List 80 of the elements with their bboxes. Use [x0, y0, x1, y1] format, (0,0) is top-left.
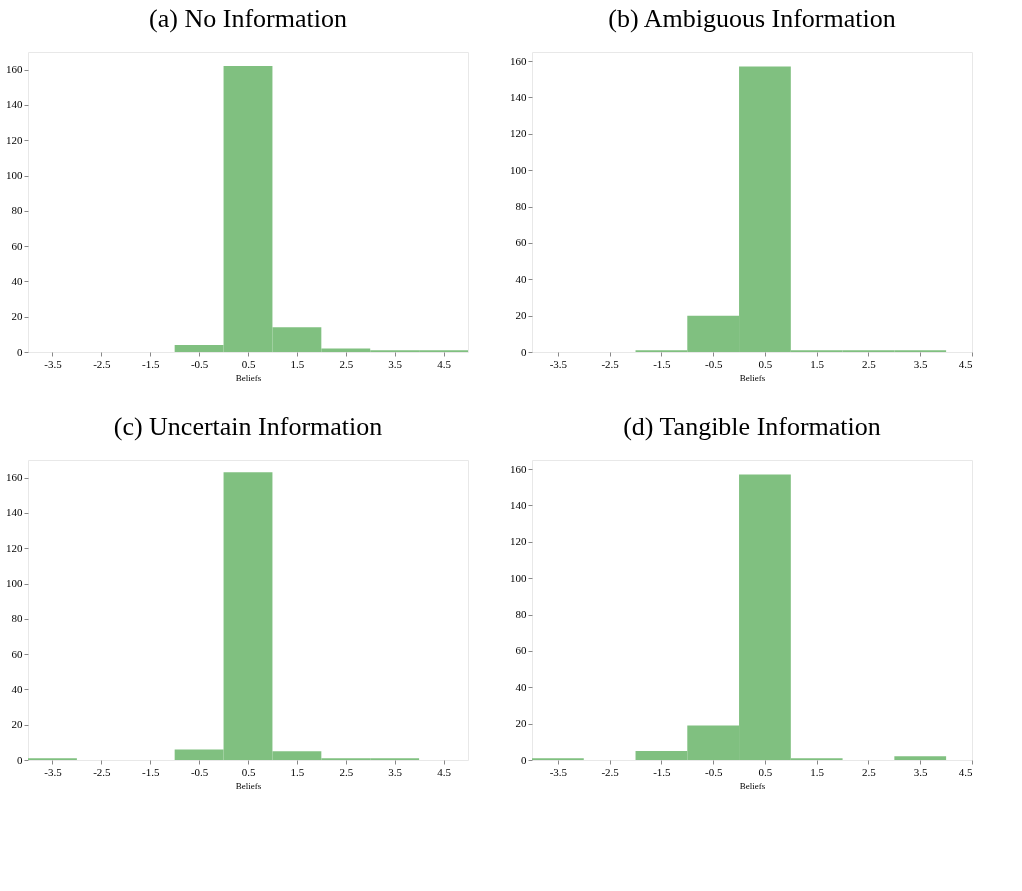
y-tick-label: 160: [510, 462, 527, 475]
x-tick-label: -0.5: [704, 357, 723, 370]
x-tick-label: 3.5: [913, 357, 929, 370]
y-tick-label: 140: [510, 498, 527, 511]
y-tick-label: 160: [6, 63, 23, 76]
y-tick-label: 40: [515, 680, 527, 693]
x-tick-label: -1.5: [653, 765, 672, 778]
y-tick-label: 60: [515, 644, 527, 657]
y-tick-label: 80: [515, 200, 527, 213]
y-tick-label: 20: [515, 309, 527, 322]
y-tick-label: 100: [510, 163, 527, 176]
x-axis-title: Beliefs: [739, 372, 766, 383]
x-tick-label: 0.5: [758, 765, 773, 778]
x-tick-label: 4.5: [958, 357, 973, 370]
x-axis-title: Beliefs: [739, 780, 766, 791]
x-tick-label: -3.5: [44, 357, 63, 370]
x-tick-label: 0.5: [758, 357, 773, 370]
x-tick-label: 3.5: [388, 357, 403, 370]
x-tick-label: -2.5: [601, 357, 620, 370]
y-tick-label: 80: [11, 204, 23, 217]
x-tick-label: 0.5: [241, 765, 256, 778]
y-tick-label: 140: [6, 506, 23, 519]
x-tick-label: 1.5: [290, 357, 305, 370]
x-tick-label: -3.5: [549, 765, 568, 778]
x-tick-label: 3.5: [388, 765, 403, 778]
x-tick-label: -2.5: [93, 357, 112, 370]
y-tick-label: 80: [11, 612, 23, 625]
y-tick-label: 40: [11, 274, 23, 287]
x-tick-label: 1.5: [810, 765, 825, 778]
x-tick-label: 0.5: [241, 357, 256, 370]
y-tick-label: 140: [6, 98, 23, 111]
y-tick-label: 0: [17, 753, 23, 766]
x-tick-label: -1.5: [142, 357, 160, 370]
y-tick-label: 20: [11, 718, 23, 731]
y-tick-label: 120: [6, 133, 23, 146]
x-tick-label: 4.5: [437, 765, 452, 778]
y-tick-label: 40: [11, 682, 23, 695]
x-tick-label: -1.5: [653, 357, 672, 370]
y-tick-label: 40: [515, 272, 527, 285]
x-tick-label: 1.5: [810, 357, 825, 370]
x-axis-title: Beliefs: [235, 780, 262, 791]
y-tick-label: 100: [6, 577, 23, 590]
x-tick-label: 4.5: [958, 765, 973, 778]
x-tick-label: 4.5: [437, 357, 452, 370]
y-tick-label: 100: [6, 169, 23, 182]
x-tick-label: -0.5: [190, 765, 209, 778]
y-tick-label: 100: [510, 571, 527, 584]
chart-title: (d) Tangible Information: [623, 412, 881, 441]
y-tick-label: 20: [11, 310, 23, 323]
x-tick-label: -0.5: [190, 357, 209, 370]
y-tick-label: 60: [11, 239, 23, 252]
y-tick-label: 60: [11, 647, 23, 660]
x-tick-label: 2.5: [862, 765, 877, 778]
y-tick-label: 120: [6, 541, 23, 554]
y-tick-label: 0: [521, 345, 527, 358]
y-tick-label: 160: [6, 471, 23, 484]
y-tick-label: 120: [510, 127, 527, 140]
x-tick-label: -1.5: [142, 765, 160, 778]
y-tick-label: 140: [510, 90, 527, 103]
chart-title: (c) Uncertain Information: [113, 412, 383, 441]
y-tick-label: 0: [17, 345, 23, 358]
y-tick-label: 160: [510, 54, 527, 67]
y-tick-label: 20: [515, 717, 527, 730]
x-tick-label: 2.5: [862, 357, 877, 370]
x-tick-label: -3.5: [549, 357, 568, 370]
y-tick-label: 0: [521, 753, 527, 766]
x-tick-label: 1.5: [290, 765, 305, 778]
chart-title: (b) Ambiguous Information: [608, 4, 896, 33]
y-tick-label: 60: [515, 236, 527, 249]
x-tick-label: -0.5: [704, 765, 723, 778]
x-axis-title: Beliefs: [235, 372, 262, 383]
y-tick-label: 120: [510, 535, 527, 548]
chart-title: (a) No Information: [149, 4, 347, 33]
x-tick-label: 3.5: [913, 765, 929, 778]
x-tick-label: -2.5: [601, 765, 620, 778]
x-tick-label: -2.5: [93, 765, 112, 778]
y-tick-label: 80: [515, 608, 527, 621]
x-tick-label: -3.5: [44, 765, 63, 778]
x-tick-label: 2.5: [339, 357, 354, 370]
x-tick-label: 2.5: [339, 765, 354, 778]
